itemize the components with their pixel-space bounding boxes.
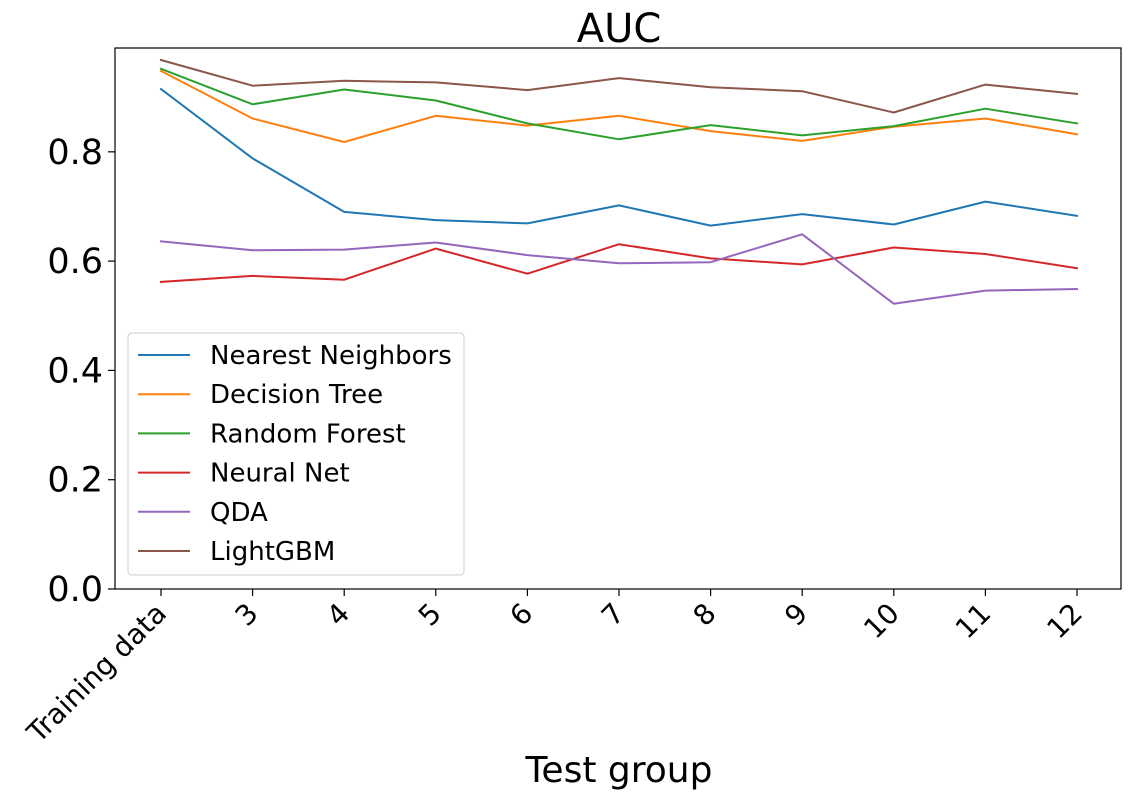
y-tick-label: 0.2 <box>47 461 103 501</box>
legend-box <box>127 332 465 576</box>
series-line-lightgbm <box>159 58 1079 114</box>
legend-label-qda: QDA <box>210 498 268 528</box>
legend-label-nearest-neighbors: Nearest Neighbors <box>210 341 452 371</box>
series-line-neural-net <box>159 243 1079 283</box>
y-tick-label: 0.6 <box>47 242 103 282</box>
series-line-qda <box>159 233 1079 305</box>
y-tick-label: 0.0 <box>47 570 103 610</box>
series-line-random-forest <box>159 67 1079 141</box>
legend-label-neural-net: Neural Net <box>210 459 350 489</box>
plot-frame <box>114 47 1122 590</box>
y-tick-label: 0.4 <box>47 351 103 391</box>
legend-label-lightgbm: LightGBM <box>210 537 335 567</box>
series-line-nearest-neighbors <box>159 87 1079 227</box>
legend: Nearest Neighbors Decision Tree Random For… <box>127 332 465 576</box>
legend-label-decision-tree: Decision Tree <box>210 380 383 410</box>
x-axis-label: Test group <box>525 750 713 791</box>
y-tick-label: 0.8 <box>47 133 103 173</box>
series-line-decision-tree <box>159 69 1079 143</box>
legend-label-random-forest: Random Forest <box>210 419 406 449</box>
chart-title: AUC <box>577 6 662 52</box>
